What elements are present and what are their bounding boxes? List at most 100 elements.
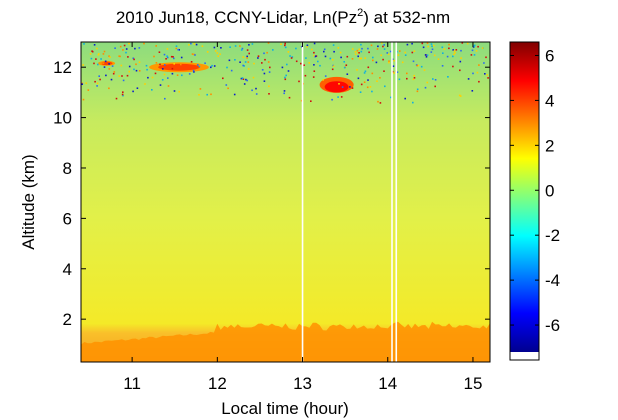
noise-dot <box>358 52 360 54</box>
noise-dot <box>245 78 247 81</box>
noise-dot <box>366 86 369 89</box>
noise-dot <box>310 100 312 102</box>
noise-dot <box>82 64 84 66</box>
noise-dot <box>357 77 360 80</box>
noise-dot <box>244 61 247 63</box>
noise-dot <box>180 63 182 66</box>
noise-dot <box>472 46 475 48</box>
noise-dot <box>91 50 94 53</box>
noise-dot <box>390 96 392 99</box>
noise-dot <box>323 50 325 53</box>
noise-dot <box>423 69 426 71</box>
colorbar-tick-label: 4 <box>545 91 554 110</box>
noise-dot <box>324 75 327 77</box>
noise-dot <box>162 68 164 70</box>
y-tick-label: 4 <box>63 260 72 279</box>
noise-dot <box>291 56 294 58</box>
noise-dot <box>397 54 400 56</box>
noise-dot <box>416 88 419 91</box>
colorbar-tick-label: 0 <box>545 181 554 200</box>
noise-dot <box>269 66 271 69</box>
noise-dot <box>158 51 161 53</box>
noise-dot <box>127 56 129 58</box>
noise-dot <box>295 60 298 63</box>
noise-dot <box>261 62 263 64</box>
noise-dot <box>211 64 213 67</box>
noise-dot <box>81 82 84 85</box>
noise-dot <box>171 72 174 75</box>
noise-dot <box>155 45 157 47</box>
noise-dot <box>331 98 333 101</box>
noise-dot <box>151 89 153 91</box>
noise-dot <box>323 48 326 51</box>
noise-dot <box>433 44 435 47</box>
cloud-core <box>158 63 200 71</box>
noise-dot <box>484 73 486 75</box>
noise-dot <box>255 93 258 95</box>
colorbar-tick-label: -6 <box>545 316 560 335</box>
noise-dot <box>420 65 423 68</box>
noise-dot <box>193 71 195 73</box>
noise-dot <box>371 90 373 93</box>
noise-dot <box>412 101 414 104</box>
noise-dot <box>313 64 315 66</box>
colorbar-frame <box>509 41 540 361</box>
noise-dot <box>190 61 193 63</box>
noise-dot <box>246 55 248 58</box>
noise-dot <box>460 57 462 59</box>
noise-dot <box>163 73 166 76</box>
noise-dot <box>404 51 406 54</box>
noise-dot <box>461 42 464 44</box>
noise-dot <box>372 56 374 59</box>
noise-dot <box>166 56 169 59</box>
noise-dot <box>388 61 390 64</box>
noise-dot <box>263 80 266 82</box>
noise-dot <box>234 45 237 47</box>
noise-dot <box>147 76 149 79</box>
noise-dot <box>306 46 308 48</box>
noise-dot <box>452 55 454 58</box>
noise-dot <box>154 72 157 75</box>
noise-dot <box>283 92 285 95</box>
noise-dot <box>206 93 208 96</box>
noise-dot <box>379 77 381 79</box>
noise-dot <box>132 57 135 60</box>
noise-dot <box>112 72 115 75</box>
heatmap-background <box>81 42 490 362</box>
noise-dot <box>125 51 127 54</box>
noise-dot <box>134 47 136 50</box>
noise-dot <box>161 79 164 81</box>
noise-dot <box>94 80 96 83</box>
noise-dot <box>447 76 449 78</box>
noise-dot <box>387 53 390 56</box>
noise-dot <box>114 47 116 49</box>
noise-dot <box>286 63 288 66</box>
noise-dot <box>356 69 358 71</box>
noise-dot <box>108 87 110 90</box>
noise-dot <box>108 63 110 65</box>
noise-dot <box>155 62 158 64</box>
noise-dot <box>189 70 192 72</box>
noise-dot <box>477 45 479 48</box>
noise-dot <box>266 51 268 54</box>
noise-dot <box>473 54 476 56</box>
noise-dot <box>159 84 162 86</box>
noise-dot <box>424 54 427 56</box>
noise-dot <box>459 60 462 63</box>
noise-dot <box>240 49 243 51</box>
noise-dot <box>192 69 195 72</box>
x-axis-label: Local time (hour) <box>221 399 349 418</box>
noise-dot <box>448 47 450 50</box>
noise-dot <box>190 42 192 45</box>
noise-dot <box>360 57 362 60</box>
noise-dot <box>324 55 327 58</box>
noise-dot <box>404 97 406 100</box>
noise-dot <box>432 78 434 80</box>
noise-dot <box>376 48 379 50</box>
noise-dot <box>132 90 134 93</box>
noise-dot <box>354 53 357 56</box>
noise-dot <box>424 86 427 89</box>
noise-dot <box>199 88 202 90</box>
noise-dot <box>246 57 248 59</box>
noise-dot <box>188 44 190 46</box>
